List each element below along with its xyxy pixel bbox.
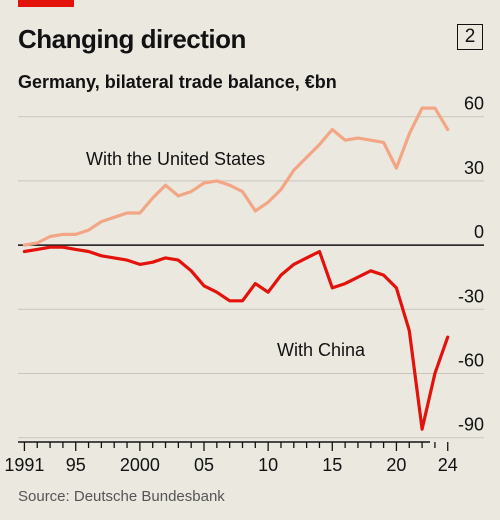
chart-title: Changing direction (18, 24, 246, 54)
y-tick-label: 30 (464, 158, 484, 178)
series-label-china: With China (277, 340, 366, 360)
x-tick-label: 24 (438, 455, 458, 475)
x-tick-label: 20 (386, 455, 406, 475)
x-tick-label: 05 (194, 455, 214, 475)
x-tick-label: 95 (66, 455, 86, 475)
y-tick-label: 60 (464, 94, 484, 114)
x-axis: 1991 95 2000 05 10 15 20 24 (4, 441, 458, 475)
chart-subtitle: Germany, bilateral trade balance, €bn (18, 72, 337, 92)
chart-source: Source: Deutsche Bundesbank (18, 488, 225, 505)
brand-red-tag (18, 0, 74, 7)
x-tick-label: 1991 (4, 455, 44, 475)
y-tick-label: 0 (474, 222, 484, 242)
chart-number-badge: 2 (457, 24, 483, 50)
x-tick-label: 2000 (120, 455, 160, 475)
series-line-china (22, 245, 450, 431)
grid-lines: 60 30 0 -30 -60 -90 (18, 94, 484, 439)
x-tick-label: 10 (258, 455, 278, 475)
x-tick-label: 15 (322, 455, 342, 475)
series-line-usa (22, 106, 450, 247)
y-tick-label: -90 (458, 415, 484, 435)
series-label-usa: With the United States (86, 149, 265, 169)
y-tick-label: -30 (458, 286, 484, 306)
labels: With the United States With China (86, 149, 366, 360)
series-lines (22, 106, 450, 431)
y-tick-label: -60 (458, 351, 484, 371)
